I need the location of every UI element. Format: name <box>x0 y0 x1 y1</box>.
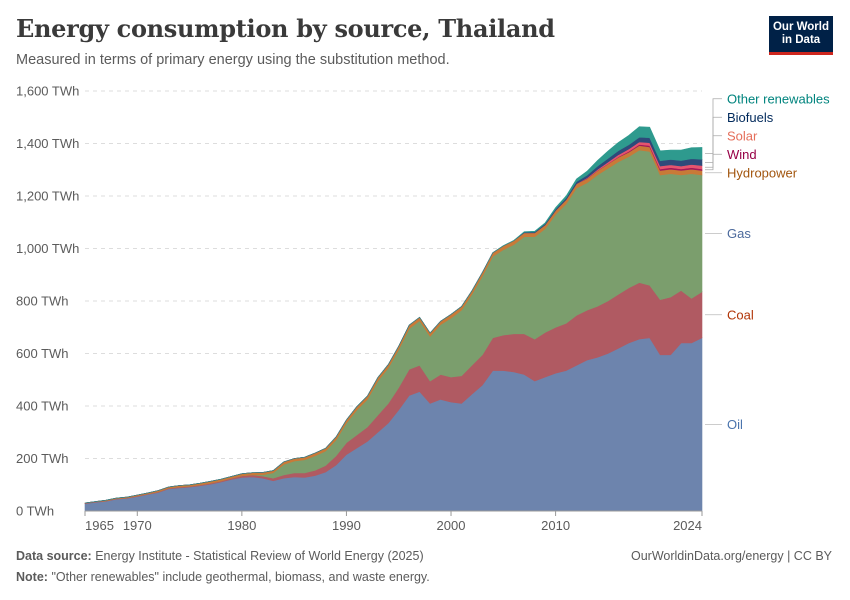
legend-label-hydropower[interactable]: Hydropower <box>727 165 798 180</box>
y-tick-label: 1,200 TWh <box>16 189 79 204</box>
x-tick-label: 2000 <box>437 518 466 533</box>
y-tick-label: 800 TWh <box>16 294 69 309</box>
y-tick-label: 0 TWh <box>16 504 54 519</box>
note-label: Note: <box>16 570 48 584</box>
legend: Oil Coal Gas Hydropower Wind Solar Biofuels Oth… <box>705 91 830 432</box>
data-source-text[interactable]: Energy Institute - Statistical Review of… <box>95 549 424 563</box>
x-tick-label: 2024 <box>673 518 702 533</box>
legend-label-oil[interactable]: Oil <box>727 417 743 432</box>
chart-note: Note: "Other renewables" include geother… <box>16 570 430 584</box>
y-tick-label: 1,400 TWh <box>16 136 79 151</box>
x-tick-label: 2010 <box>541 518 570 533</box>
logo-line-2: in Data <box>781 34 821 46</box>
x-tick-label: 1970 <box>123 518 152 533</box>
legend-label-other-renewables[interactable]: Other renewables <box>727 91 830 106</box>
chart-title: Energy consumption by source, Thailand <box>16 14 555 43</box>
x-tick-label: 1990 <box>332 518 361 533</box>
x-axis: 1965 1970 1980 1990 2000 2010 2024 <box>84 510 703 533</box>
note-text: "Other renewables" include geothermal, b… <box>51 570 430 584</box>
y-tick-label: 200 TWh <box>16 451 69 466</box>
legend-connector <box>705 116 722 163</box>
owid-logo[interactable]: Our World in Data <box>769 16 833 55</box>
series-areas <box>84 126 703 512</box>
logo-line-1: Our World <box>772 21 829 33</box>
y-tick-label: 600 TWh <box>16 346 69 361</box>
y-tick-label: 400 TWh <box>16 399 69 414</box>
legend-label-solar[interactable]: Solar <box>727 128 758 143</box>
area-other-renewables[interactable] <box>84 126 703 504</box>
y-tick-label: 1,000 TWh <box>16 241 79 256</box>
x-tick-label: 1965 <box>85 518 114 533</box>
data-source-label: Data source: <box>16 549 92 563</box>
y-tick-label: 1,600 TWh <box>16 84 79 99</box>
legend-label-gas[interactable]: Gas <box>727 226 751 241</box>
x-tick-label: 1980 <box>227 518 256 533</box>
legend-label-biofuels[interactable]: Biofuels <box>727 110 774 125</box>
data-source: Data source: Energy Institute - Statisti… <box>16 549 424 563</box>
legend-label-coal[interactable]: Coal <box>727 307 754 322</box>
chart-subtitle: Measured in terms of primary energy usin… <box>16 52 450 68</box>
y-axis: 0 TWh 200 TWh 400 TWh 600 TWh 800 TWh 1,000 T… <box>16 84 79 519</box>
credit-link[interactable]: OurWorldinData.org/energy | CC BY <box>630 549 832 563</box>
legend-connector <box>705 98 722 154</box>
legend-label-wind[interactable]: Wind <box>727 147 757 162</box>
